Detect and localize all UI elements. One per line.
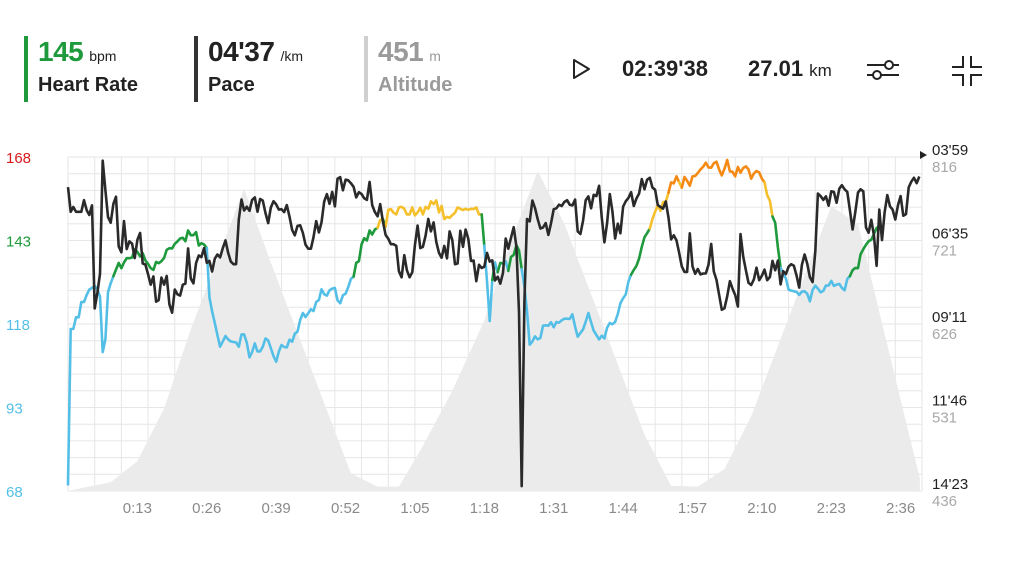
hr-axis-tick-label: 118 [6, 317, 30, 334]
altitude-area [68, 171, 920, 491]
x-axis-tick-label: 2:23 [817, 500, 846, 517]
altitude-area-layer [68, 171, 920, 491]
collapse-icon[interactable] [950, 54, 984, 88]
heart-rate-line-layer [66, 158, 881, 486]
x-axis-tick-label: 2:10 [747, 500, 776, 517]
heart-rate-unit: bpm [89, 48, 117, 64]
distance-value: 27.01 [748, 56, 804, 81]
heart-rate-segment [771, 215, 782, 270]
distance-unit: km [809, 61, 832, 80]
x-axis-tick-label: 1:31 [539, 500, 568, 517]
heart-rate-segment [520, 267, 633, 346]
heart-rate-segment [779, 266, 852, 303]
pace-unit: /km [280, 48, 304, 64]
altitude-axis-tick-label: 531 [932, 410, 957, 427]
x-axis-tick-label: 0:26 [192, 500, 221, 517]
heart-rate-segment [205, 246, 355, 363]
heart-rate-segment [629, 227, 652, 276]
altitude-stat[interactable]: 451 m Altitude [364, 36, 452, 102]
heart-rate-segment [680, 158, 766, 190]
altitude-value: 451 [378, 36, 424, 67]
hr-axis-tick-label: 168 [6, 150, 31, 167]
altitude-axis-tick-label: 816 [932, 159, 957, 176]
hr-axis-tick-label: 143 [6, 234, 31, 251]
workout-chart[interactable]: 168 143 118 93 68 03'59 06'35 09'11 11'46 14'23 81… [0, 130, 1023, 520]
x-axis-tick-label: 2:36 [886, 500, 915, 517]
altitude-axis-tick-label: 721 [932, 243, 957, 260]
heart-rate-segment [763, 181, 774, 218]
x-axis-tick-label: 0:13 [123, 500, 152, 517]
altitude-unit: m [429, 48, 441, 64]
heart-rate-value: 145 [38, 36, 84, 67]
heart-rate-segment [506, 243, 524, 273]
altitude-label: Altitude [378, 74, 453, 96]
heart-rate-stat[interactable]: 145 bpm Heart Rate [24, 36, 138, 102]
heart-rate-segment [384, 199, 484, 228]
pace-axis-tick-label: 03'59 [932, 142, 968, 159]
sliders-icon[interactable] [866, 58, 900, 82]
pace-axis-tick-label: 11'46 [932, 393, 967, 410]
altitude-axis-tick-label: 436 [932, 493, 957, 510]
distance-readout: 27.01 km [748, 56, 832, 82]
pace-axis-tick-label: 06'35 [932, 226, 968, 243]
heart-rate-segment [352, 226, 379, 278]
pace-axis-tick-label: 09'11 [932, 309, 967, 326]
pace-axis-tick-label: 14'23 [932, 476, 968, 493]
pace-stat[interactable]: 04'37 /km Pace [194, 36, 303, 102]
hr-axis-tick-label: 68 [6, 484, 23, 501]
x-axis-tick-label: 0:39 [262, 500, 291, 517]
altitude-axis-tick-label: 626 [932, 326, 957, 343]
x-axis-tick-label: 1:57 [678, 500, 707, 517]
heart-rate-segment [112, 229, 209, 278]
x-axis-tick-label: 1:05 [400, 500, 429, 517]
heart-rate-segment [667, 175, 681, 195]
axis-labels: 168 143 118 93 68 03'59 06'35 09'11 11'46 14'23 81… [6, 142, 968, 517]
elapsed-time: 02:39'38 [622, 56, 708, 81]
pace-line [66, 159, 921, 488]
heart-rate-segment [480, 213, 486, 247]
x-axis-tick-label: 1:18 [470, 500, 499, 517]
pace-value: 04'37 [208, 36, 275, 67]
pace-marker-icon [920, 151, 927, 159]
pace-label: Pace [208, 74, 255, 96]
heart-rate-segment [66, 274, 115, 486]
x-axis-tick-label: 0:52 [331, 500, 360, 517]
heart-rate-label: Heart Rate [38, 74, 139, 96]
x-axis-tick-label: 1:44 [608, 500, 637, 517]
hr-axis-tick-label: 93 [6, 401, 23, 418]
pace-line-layer [66, 159, 921, 488]
play-icon[interactable] [570, 58, 592, 80]
